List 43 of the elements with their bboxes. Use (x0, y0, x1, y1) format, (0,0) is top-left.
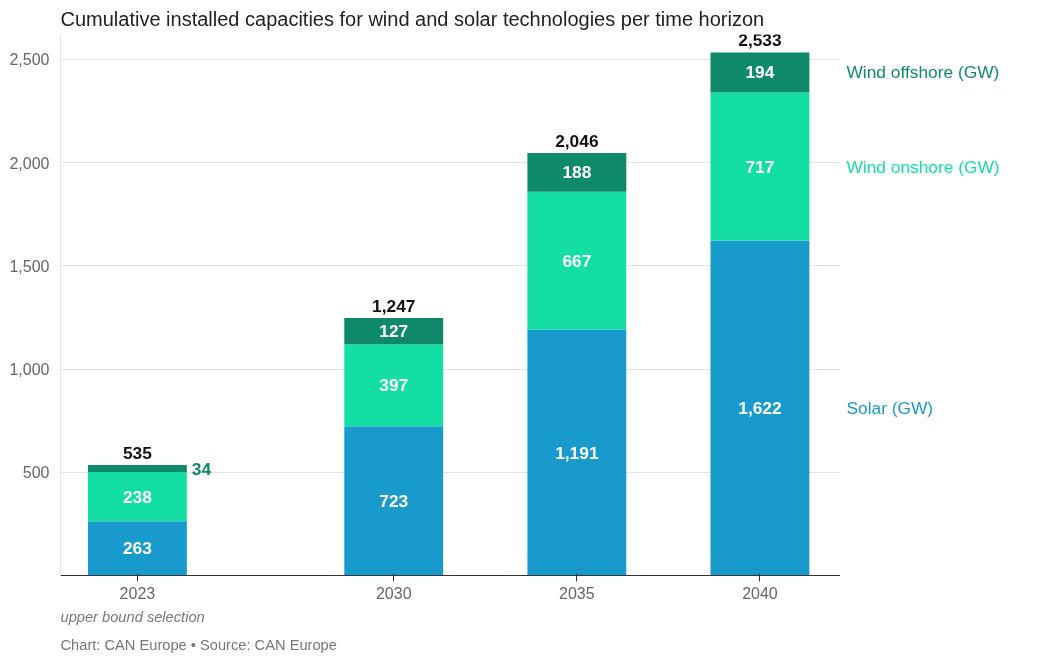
bar (710, 240, 810, 576)
text: Wind offshore (GW) (846, 62, 1000, 83)
y-tick-label: 2,000 (9, 154, 50, 172)
data-label: 34 (191, 458, 212, 479)
text: Chart: CAN Europe • Source: CAN Europe (60, 636, 337, 653)
data-label: 238 (122, 486, 153, 507)
data-label: 263 (122, 538, 153, 559)
x-tick-label: 2030 (375, 584, 412, 602)
y-tick-label: 1,000 (9, 361, 50, 379)
bar (710, 52, 810, 93)
y-tick-label: 500 (22, 464, 50, 482)
data-label: 717 (745, 156, 775, 177)
total-label: 2,046 (555, 131, 599, 152)
chart-title: Cumulative installed capacities for wind and solar technologies per time horizon (60, 7, 765, 30)
x-tick-label: 2040 (742, 584, 778, 602)
bar (527, 191, 627, 330)
bar (87, 465, 187, 473)
bar (87, 521, 187, 576)
text: Wind onshore (GW) (846, 156, 1000, 177)
data-label: 127 (379, 321, 409, 342)
x-tick-label: 2035 (559, 584, 595, 602)
data-label: 1,191 (555, 442, 599, 463)
text: Solar (GW) (846, 398, 934, 419)
total-label: 535 (122, 443, 153, 464)
bar (344, 426, 444, 576)
total-label: 1,247 (372, 296, 416, 317)
bar (87, 472, 187, 522)
bar (710, 92, 810, 241)
bar (344, 318, 444, 345)
data-label: 723 (379, 490, 409, 511)
bar (527, 329, 627, 576)
bar (344, 344, 444, 427)
data-label: 397 (379, 375, 409, 396)
total-label: 2,533 (738, 30, 782, 51)
y-tick-label: 2,500 (9, 51, 50, 69)
data-label: 1,622 (738, 398, 782, 419)
bar (527, 153, 627, 192)
text: upper bound selection (60, 608, 205, 625)
data-label: 194 (745, 62, 775, 83)
data-label: 188 (562, 162, 592, 183)
y-tick-label: 1,500 (9, 257, 50, 275)
x-tick-label: 2023 (119, 584, 156, 602)
data-label: 667 (562, 250, 592, 271)
